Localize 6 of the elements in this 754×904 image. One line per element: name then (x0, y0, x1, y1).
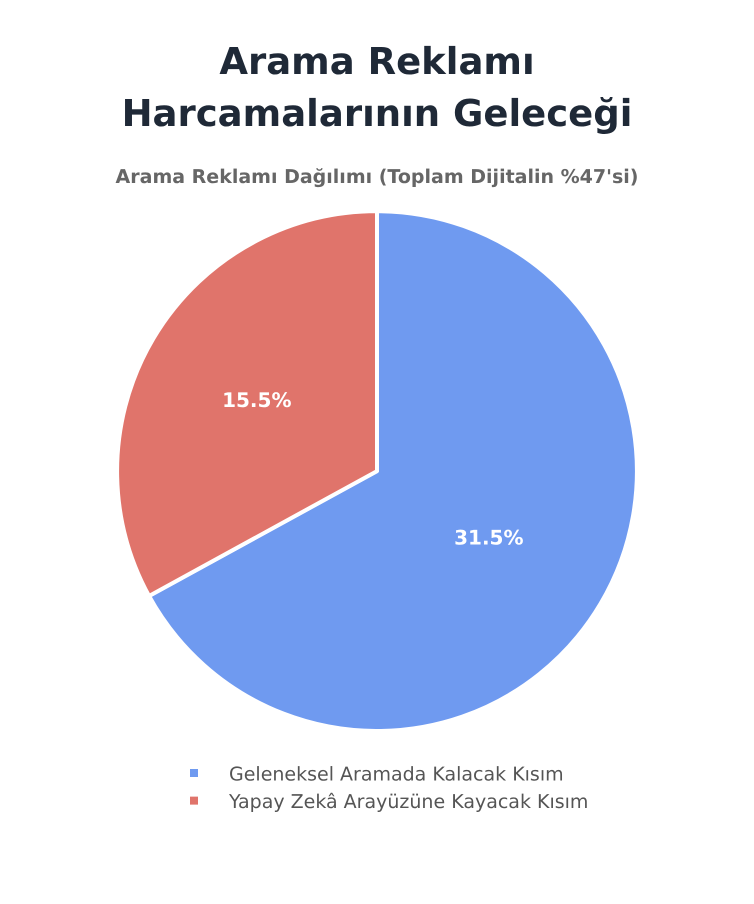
chart-subtitle: Arama Reklamı Dağılımı (Toplam Dijitalin %47'si) (114, 166, 640, 188)
legend-label: Geleneksel Aramada Kalacak Kısım (229, 763, 564, 786)
chart-title: Arama Reklamı Harcamalarının Geleceği (120, 39, 634, 137)
data-label: 15.5% (222, 388, 292, 412)
data-label: 31.5% (454, 525, 524, 550)
legend-label: Yapay Zekâ Arayüzüne Kayacak Kısım (228, 791, 588, 814)
